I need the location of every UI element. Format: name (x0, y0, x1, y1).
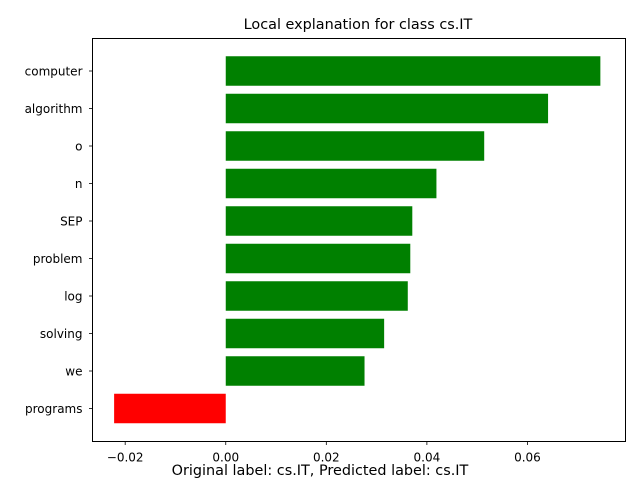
plot-frame (92, 38, 626, 442)
bar-programs (114, 393, 226, 424)
y-tick-label: solving (40, 327, 83, 341)
chart-title: Local explanation for class cs.IT (244, 17, 473, 33)
y-tick-label: programs (25, 402, 82, 416)
x-tick-label: −0.02 (107, 451, 144, 465)
y-tick-label: SEP (60, 215, 82, 229)
bars-group (114, 56, 601, 424)
bar-computer (225, 56, 601, 86)
x-tick-label: 0.02 (313, 451, 340, 465)
bar-log (225, 281, 408, 311)
y-axis-ticks: computer algorithm o n SEP problem log solving w… (25, 65, 93, 416)
bar-sep (225, 206, 413, 236)
bar-problem (225, 243, 411, 274)
bar-we (225, 356, 365, 386)
y-tick-label: computer (25, 65, 83, 79)
y-tick-label: we (65, 365, 82, 379)
bar-solving (225, 318, 385, 349)
bar-n (225, 168, 437, 199)
y-tick-label: problem (33, 252, 83, 266)
x-tick-label: 0.00 (212, 451, 239, 465)
bar-o (225, 131, 485, 161)
x-tick-label: 0.04 (414, 451, 441, 465)
y-tick-label: o (75, 140, 82, 154)
y-tick-label: algorithm (25, 102, 83, 116)
x-tick-label: 0.06 (514, 451, 541, 465)
caption: Original label: cs.IT, Predicted label: … (172, 463, 469, 479)
y-tick-label: n (75, 177, 83, 191)
x-axis-ticks: −0.02 0.00 0.02 0.04 0.06 (107, 441, 541, 465)
y-tick-label: log (64, 290, 82, 304)
bar-algorithm (225, 93, 549, 124)
